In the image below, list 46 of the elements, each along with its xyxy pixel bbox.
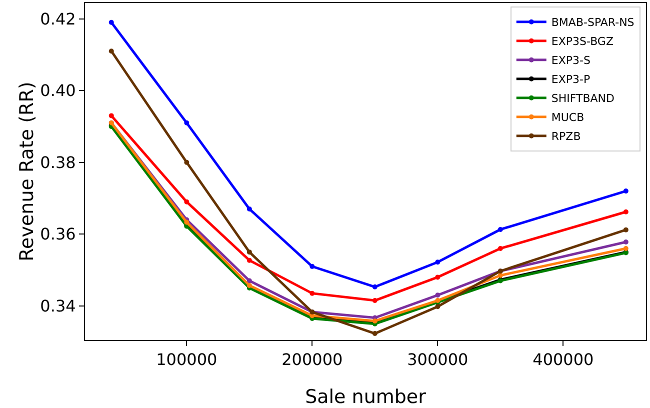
point xyxy=(372,284,378,290)
x-tick-label: 200000 xyxy=(282,350,343,370)
x-tick-label: 300000 xyxy=(407,350,468,370)
legend-label: RPZB xyxy=(551,130,581,144)
x-tick-label: 400000 xyxy=(532,350,594,370)
point xyxy=(246,250,252,255)
x-tick-label: 100000 xyxy=(156,350,218,370)
point xyxy=(184,199,190,204)
point xyxy=(435,274,440,280)
y-tick-label: 0.42 xyxy=(40,9,76,28)
point xyxy=(498,226,503,232)
point xyxy=(184,120,190,126)
legend-label: EXP3-P xyxy=(551,73,590,86)
legend-label: EXP3S-BGZ xyxy=(551,35,614,48)
point xyxy=(623,240,628,245)
point xyxy=(435,292,440,298)
point xyxy=(246,258,252,263)
legend-label: BMAB-SPAR-NS xyxy=(551,16,634,30)
point xyxy=(108,113,114,118)
point xyxy=(623,227,628,232)
x-axis-title: Sale number xyxy=(305,386,426,408)
legend-label: EXP3-S xyxy=(551,54,590,68)
legend-label: SHIFTBAND xyxy=(551,92,615,106)
y-axis-title: Revenue Rate (RR) xyxy=(16,82,38,262)
point xyxy=(108,20,114,25)
point xyxy=(184,220,190,225)
point xyxy=(184,160,190,165)
point xyxy=(246,206,252,212)
point xyxy=(435,304,440,310)
point xyxy=(623,209,628,214)
point xyxy=(435,260,440,265)
point xyxy=(310,264,315,269)
legend-label: MUCB xyxy=(551,111,584,124)
point xyxy=(310,290,315,296)
y-tick-label: 0.38 xyxy=(40,152,76,172)
point xyxy=(623,188,628,194)
point xyxy=(246,278,252,284)
y-tick-label: 0.36 xyxy=(40,224,76,244)
point xyxy=(372,298,378,304)
point xyxy=(498,272,503,278)
y-tick-label: 0.34 xyxy=(40,296,76,316)
y-tick-label: 0.40 xyxy=(40,81,76,100)
point xyxy=(623,246,628,251)
point xyxy=(498,246,503,251)
point xyxy=(372,331,378,336)
point xyxy=(108,48,114,54)
